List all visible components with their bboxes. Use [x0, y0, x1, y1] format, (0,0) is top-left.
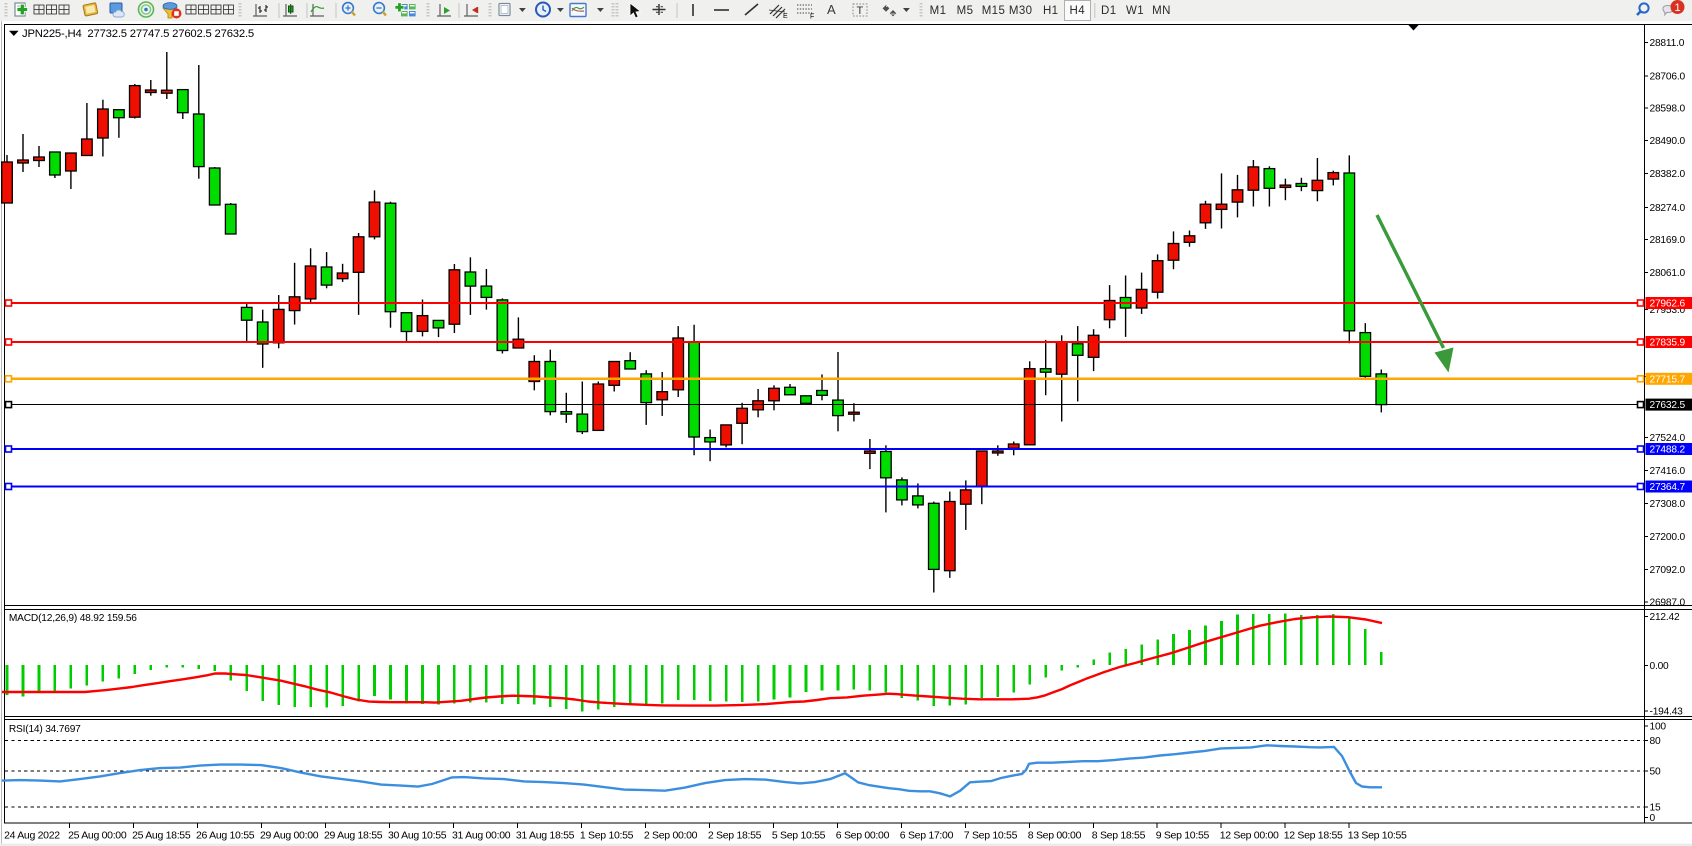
svg-text:MN: MN — [1152, 5, 1171, 17]
svg-text:27962.6: 27962.6 — [1650, 299, 1686, 310]
svg-text:29 Aug 18:55: 29 Aug 18:55 — [324, 830, 383, 842]
svg-text:27524.0: 27524.0 — [1650, 433, 1686, 444]
svg-text:0: 0 — [1650, 813, 1656, 824]
svg-text:H1: H1 — [1043, 5, 1059, 17]
svg-text:T: T — [857, 5, 864, 17]
svg-text:27953.0: 27953.0 — [1650, 305, 1686, 316]
svg-text:15: 15 — [1650, 803, 1661, 814]
svg-text:28274.0: 28274.0 — [1650, 203, 1686, 214]
svg-text:9 Sep 10:55: 9 Sep 10:55 — [1156, 830, 1210, 842]
svg-text:0.00: 0.00 — [1650, 661, 1670, 672]
svg-text:25 Aug 00:00: 25 Aug 00:00 — [68, 830, 127, 842]
svg-text:-194.43: -194.43 — [1650, 706, 1684, 717]
svg-text:1 Sep 10:55: 1 Sep 10:55 — [580, 830, 634, 842]
svg-text:27416.0: 27416.0 — [1650, 466, 1686, 477]
svg-text:13 Sep 10:55: 13 Sep 10:55 — [1348, 830, 1407, 842]
svg-text:JPN225-,H4 27732.5 27747.5 27: JPN225-,H4 27732.5 27747.5 27602.5 27632… — [22, 28, 254, 40]
svg-text:28811.0: 28811.0 — [1650, 38, 1685, 49]
svg-text:29 Aug 00:00: 29 Aug 00:00 — [260, 830, 319, 842]
svg-text:12 Sep 18:55: 12 Sep 18:55 — [1284, 830, 1343, 842]
svg-text:50: 50 — [1650, 767, 1661, 778]
svg-text:27715.7: 27715.7 — [1650, 374, 1686, 385]
svg-text:31 Aug 00:00: 31 Aug 00:00 — [452, 830, 511, 842]
svg-text:27092.0: 27092.0 — [1650, 565, 1686, 576]
svg-text:28169.0: 28169.0 — [1650, 235, 1686, 246]
svg-text:27364.7: 27364.7 — [1650, 482, 1686, 493]
svg-text:26987.0: 26987.0 — [1650, 597, 1686, 608]
svg-text:8 Sep 18:55: 8 Sep 18:55 — [1092, 830, 1146, 842]
svg-text:100: 100 — [1650, 722, 1667, 733]
svg-text:26 Aug 10:55: 26 Aug 10:55 — [196, 830, 255, 842]
svg-text:12 Sep 00:00: 12 Sep 00:00 — [1220, 830, 1279, 842]
svg-text:31 Aug 18:55: 31 Aug 18:55 — [516, 830, 575, 842]
svg-text:E: E — [783, 13, 788, 20]
svg-text:28061.0: 28061.0 — [1650, 268, 1686, 279]
svg-text:W1: W1 — [1126, 5, 1144, 17]
svg-text:RSI(14) 34.7697: RSI(14) 34.7697 — [9, 724, 81, 735]
svg-text:27835.9: 27835.9 — [1650, 338, 1686, 349]
svg-text:24 Aug 2022: 24 Aug 2022 — [4, 830, 60, 842]
svg-text:6 Sep 17:00: 6 Sep 17:00 — [900, 830, 954, 842]
svg-text:28382.0: 28382.0 — [1650, 169, 1686, 180]
svg-text:H4: H4 — [1070, 5, 1086, 17]
svg-text:1: 1 — [1674, 2, 1680, 14]
svg-text:27200.0: 27200.0 — [1650, 532, 1686, 543]
svg-text:6 Sep 00:00: 6 Sep 00:00 — [836, 830, 890, 842]
svg-text:80: 80 — [1650, 736, 1661, 747]
svg-text:M15: M15 — [982, 5, 1006, 17]
svg-text:7 Sep 10:55: 7 Sep 10:55 — [964, 830, 1018, 842]
svg-text:25 Aug 18:55: 25 Aug 18:55 — [132, 830, 191, 842]
svg-text:D1: D1 — [1101, 5, 1117, 17]
svg-text:30 Aug 10:55: 30 Aug 10:55 — [388, 830, 447, 842]
svg-text:A: A — [827, 2, 836, 17]
svg-text:MACD(12,26,9) 48.92 159.56: MACD(12,26,9) 48.92 159.56 — [9, 613, 137, 624]
svg-text:28706.0: 28706.0 — [1650, 71, 1686, 82]
svg-text:M1: M1 — [930, 5, 947, 17]
svg-text:2 Sep 18:55: 2 Sep 18:55 — [708, 830, 762, 842]
svg-text:27488.2: 27488.2 — [1650, 445, 1686, 456]
svg-text:5 Sep 10:55: 5 Sep 10:55 — [772, 830, 826, 842]
svg-text:28490.0: 28490.0 — [1650, 136, 1686, 147]
svg-text:27308.0: 27308.0 — [1650, 499, 1686, 510]
svg-text:M5: M5 — [957, 5, 974, 17]
svg-text:212.42: 212.42 — [1650, 612, 1680, 623]
svg-text:27632.5: 27632.5 — [1650, 400, 1686, 411]
svg-text:8 Sep 00:00: 8 Sep 00:00 — [1028, 830, 1082, 842]
svg-text:28598.0: 28598.0 — [1650, 104, 1686, 115]
svg-text:2 Sep 00:00: 2 Sep 00:00 — [644, 830, 698, 842]
svg-text:F: F — [810, 14, 814, 21]
svg-text:M30: M30 — [1009, 5, 1033, 17]
